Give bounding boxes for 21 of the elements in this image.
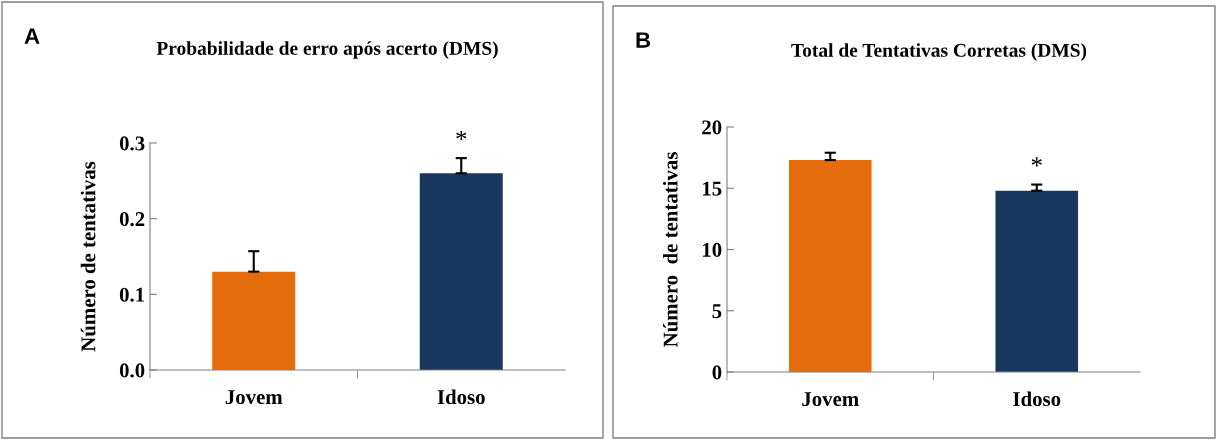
y-tick-label: 5 xyxy=(712,304,722,319)
text: A xyxy=(24,28,40,44)
text: B xyxy=(636,32,651,48)
y-tick-label: 0.2 xyxy=(119,212,145,227)
y-tick-label: 0 xyxy=(712,365,722,380)
y-tick-label: 0.3 xyxy=(119,136,145,151)
annotation: * xyxy=(456,130,467,141)
y-axis-title: Número de tentativas xyxy=(662,152,678,347)
y-tick-label: 0.0 xyxy=(119,363,145,378)
chart-title: Probabilidade de erro após acerto (DMS) xyxy=(156,41,498,59)
x-tick-label: Jovem xyxy=(802,392,859,407)
y-tick-label: 15 xyxy=(702,181,722,196)
y-tick-label: 10 xyxy=(702,242,722,257)
annotation: * xyxy=(1031,157,1042,167)
y-tick-label: 20 xyxy=(702,120,722,135)
x-tick-label: Jovem xyxy=(225,390,283,405)
chart-title: Total de Tentativas Corretas (DMS) xyxy=(791,43,1087,61)
y-axis-title: Número de tentativas xyxy=(80,161,96,352)
x-tick-label: Idoso xyxy=(437,389,485,405)
y-tick-label: 0.1 xyxy=(119,287,145,302)
x-tick-label: Idoso xyxy=(1013,391,1061,407)
